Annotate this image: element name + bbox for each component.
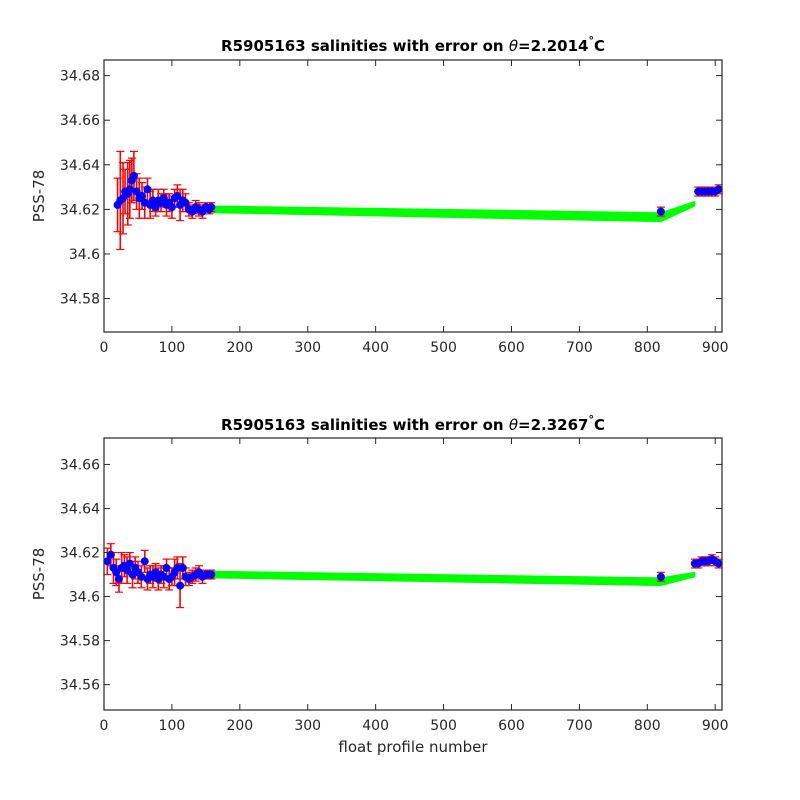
data-point [176, 581, 185, 590]
plot-title-bottom: R5905163 salinities with error on θ=2.32… [221, 413, 605, 434]
y-tick-label: 34.58 [60, 292, 100, 308]
y-tick-label: 34.66 [60, 113, 100, 129]
data-point [207, 570, 216, 579]
x-tick-label: 100 [159, 340, 186, 356]
data-point [714, 559, 723, 568]
x-tick-label: 500 [430, 340, 457, 356]
data-points-bottom [103, 550, 723, 590]
x-tick-label: 0 [100, 718, 109, 734]
x-axis-label: float profile number [338, 738, 488, 756]
data-point [207, 203, 216, 212]
x-tick-label: 300 [294, 718, 321, 734]
x-tick-label: 300 [294, 340, 321, 356]
data-point [714, 185, 723, 194]
data-point [181, 198, 190, 207]
data-point [162, 563, 171, 572]
data-point [173, 191, 182, 201]
y-tick-label: 34.62 [60, 546, 100, 562]
data-point [114, 574, 123, 584]
x-tick-label: 800 [634, 340, 661, 356]
y-axis-label-bottom: PSS-78 [30, 548, 48, 601]
x-tick-label: 900 [702, 718, 729, 734]
data-point [656, 207, 665, 216]
y-ticks-bottom: 34.56 34.58 34.6 34.62 34.64 34.66 [60, 457, 722, 694]
axes-frame-top [103, 59, 723, 333]
data-point [125, 559, 134, 568]
y-ticks-top: 34.58 34.6 34.62 34.64 34.66 34.68 [60, 69, 722, 308]
data-point [656, 572, 665, 581]
x-tick-label: 0 [100, 340, 109, 356]
x-tick-label: 400 [362, 718, 389, 734]
y-tick-label: 34.64 [60, 501, 100, 517]
x-ticks-top: 0 100 200 300 400 500 600 700 800 900 [100, 60, 729, 356]
data-points-top [113, 171, 723, 216]
x-tick-label: 900 [702, 340, 729, 356]
x-tick-label: 700 [566, 340, 593, 356]
plot-title-top: R5905163 salinities with error on θ=2.20… [221, 34, 605, 55]
salinity-plot-top: R5905163 salinities with error on θ=2.20… [30, 34, 729, 356]
data-point [167, 203, 176, 212]
y-tick-label: 34.62 [60, 202, 100, 218]
x-tick-label: 400 [362, 340, 389, 356]
x-tick-label: 700 [566, 718, 593, 734]
data-point [143, 185, 152, 194]
y-tick-label: 34.56 [60, 678, 100, 694]
x-ticks-bottom: 0 100 200 300 400 500 600 700 800 900 [100, 438, 729, 734]
axes-background-top [104, 60, 722, 332]
x-tick-label: 600 [498, 340, 525, 356]
x-tick-label: 100 [159, 718, 186, 734]
x-tick-label: 600 [498, 718, 525, 734]
x-tick-label: 800 [634, 718, 661, 734]
x-tick-label: 200 [226, 340, 253, 356]
y-tick-label: 34.6 [69, 590, 100, 606]
data-point [129, 171, 138, 180]
y-axis-label-top: PSS-78 [30, 170, 48, 223]
y-tick-label: 34.58 [60, 634, 100, 650]
data-point [178, 563, 187, 572]
x-tick-label: 500 [430, 718, 457, 734]
salinity-plot-bottom: R5905163 salinities with error on θ=2.32… [30, 413, 729, 756]
x-tick-label: 200 [226, 718, 253, 734]
y-tick-label: 34.66 [60, 457, 100, 473]
data-point [125, 185, 134, 194]
data-point [140, 557, 149, 566]
y-tick-label: 34.6 [69, 247, 100, 263]
y-tick-label: 34.64 [60, 158, 100, 174]
y-tick-label: 34.68 [60, 69, 100, 85]
axes-frame-bottom [103, 437, 723, 711]
